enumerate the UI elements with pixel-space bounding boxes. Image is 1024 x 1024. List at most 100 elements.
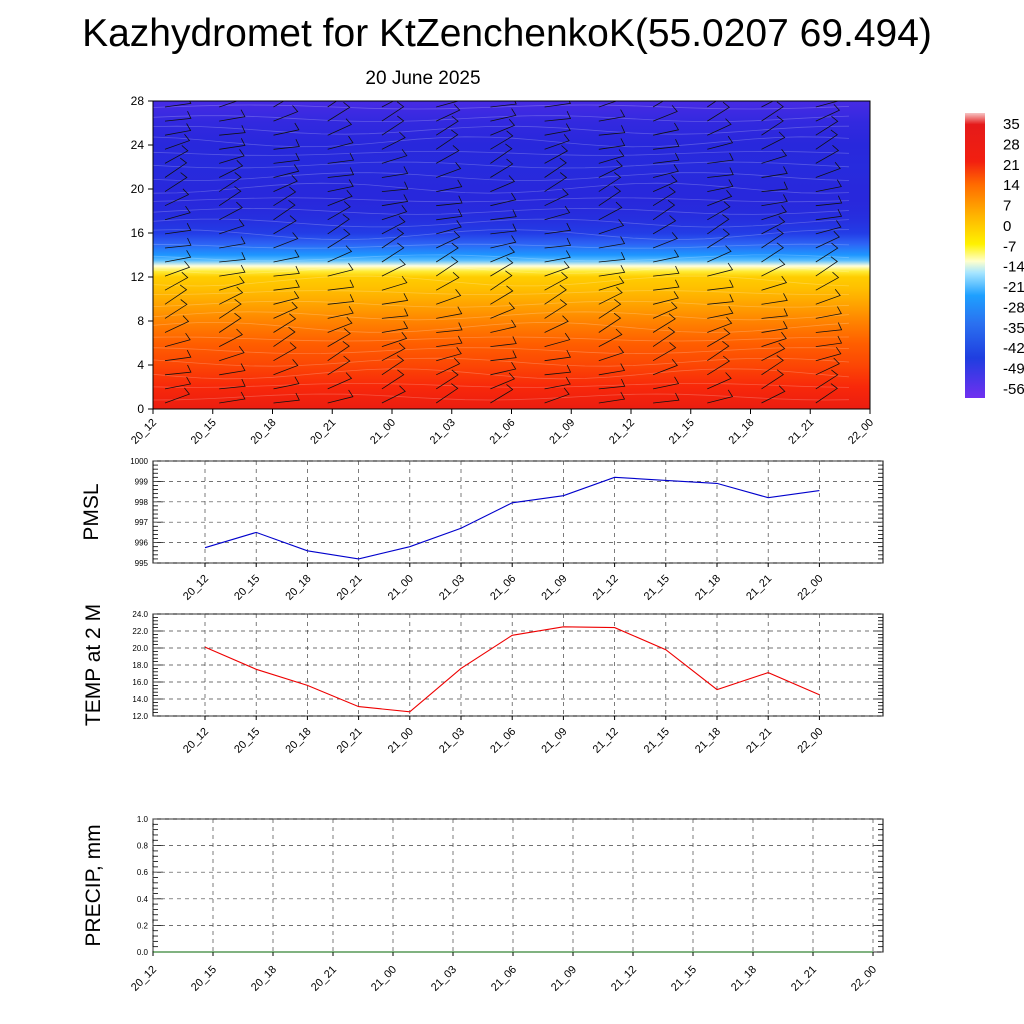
x-tick-label: 20_12 <box>181 573 211 603</box>
wind-barb <box>815 335 843 347</box>
colorbar-label: -21 <box>1003 279 1024 296</box>
wind-barb <box>707 228 730 249</box>
wind-barb <box>436 104 461 122</box>
wind-barb <box>219 125 246 136</box>
wind-barb <box>381 331 408 347</box>
wind-barb <box>381 181 409 192</box>
wind-barb <box>164 315 190 333</box>
x-tick-label: 20_21 <box>309 964 339 994</box>
x-tick-label: 20_15 <box>232 726 262 756</box>
wind-barb <box>218 172 242 192</box>
x-tick-label: 21_12 <box>609 964 639 994</box>
contour-line <box>153 264 850 274</box>
wind-barb <box>707 316 733 333</box>
plot-frame <box>152 613 884 717</box>
x-tick-label: 20_15 <box>232 573 262 603</box>
wind-barb <box>273 301 298 319</box>
wind-barb <box>436 145 460 164</box>
wind-barb <box>761 331 787 347</box>
wind-barb <box>598 252 626 263</box>
x-tick-label: 21_12 <box>591 726 621 756</box>
y-axis-label: PMSL <box>80 483 103 540</box>
contour-lines <box>153 104 850 401</box>
y-tick-label: 996 <box>135 539 149 548</box>
contour-line <box>153 347 850 355</box>
wind-barb <box>273 101 285 108</box>
x-tick-label: 21_00 <box>369 964 399 994</box>
wind-barb <box>653 392 680 404</box>
wind-barb <box>761 242 784 263</box>
wind-barb <box>435 129 459 150</box>
wind-barb <box>815 288 841 305</box>
y-tick-label: 20.0 <box>132 644 148 653</box>
colorbar-label: 28 <box>1003 136 1020 153</box>
wind-barb <box>598 149 625 164</box>
wind-barb <box>436 272 460 291</box>
wind-barb <box>164 123 192 136</box>
x-tick-label: 21_12 <box>607 417 637 447</box>
wind-barb <box>381 131 406 150</box>
wind-barb <box>869 275 870 277</box>
wind-barb <box>164 205 191 221</box>
wind-barb <box>164 134 191 150</box>
wind-barb <box>815 115 839 136</box>
y-tick-label: 14.0 <box>132 695 148 704</box>
wind-barb <box>490 257 514 277</box>
wind-barb <box>761 131 786 150</box>
wind-barb <box>707 167 734 178</box>
wind-barb <box>869 233 870 234</box>
x-tick-label: 20_12 <box>129 964 159 994</box>
wind-barb <box>490 108 517 122</box>
wind-barb <box>869 360 870 361</box>
wind-barb <box>381 228 405 249</box>
wind-barb <box>544 250 571 263</box>
y-tick-label: 24.0 <box>132 610 148 619</box>
y-tick-label: 999 <box>135 477 149 486</box>
wind-barb <box>544 349 572 362</box>
wind-barb <box>544 188 569 207</box>
wind-barb <box>381 308 409 319</box>
wind-barb <box>653 152 680 164</box>
colorbar-label: 35 <box>1003 116 1020 133</box>
wind-barb <box>815 346 842 362</box>
wind-barb <box>761 166 788 178</box>
x-tick-label: 20_18 <box>249 964 279 994</box>
wind-barb <box>544 332 571 347</box>
wind-barb <box>707 372 732 390</box>
y-tick-label: 1.0 <box>137 815 149 824</box>
wind-barb <box>273 290 300 305</box>
contour-line <box>153 322 850 333</box>
wind-barb <box>273 249 300 263</box>
wind-barb <box>273 105 299 122</box>
wind-barb <box>436 220 462 235</box>
wind-barb <box>544 205 571 221</box>
wind-barb <box>707 201 731 221</box>
x-tick-label: 22_00 <box>795 573 825 603</box>
wind-barb <box>869 374 870 375</box>
contour-line <box>153 357 850 367</box>
contour-line <box>153 393 850 401</box>
wind-barb <box>544 376 571 390</box>
wind-barb <box>761 216 786 235</box>
wind-barb <box>815 271 840 291</box>
wind-barb <box>490 384 514 404</box>
x-tick-label: 20_15 <box>189 417 219 447</box>
contour-line <box>153 136 850 148</box>
wind-barb <box>164 237 192 249</box>
wind-barb <box>327 101 351 122</box>
x-tick-label: 20_21 <box>308 417 338 447</box>
wind-barb <box>219 160 244 178</box>
x-tick-label: 20_18 <box>283 573 313 603</box>
wind-barb <box>164 271 189 291</box>
wind-barb <box>653 249 680 263</box>
x-tick-label: 21_00 <box>386 726 416 756</box>
wind-barb <box>653 164 679 178</box>
x-tick-label: 21_09 <box>547 417 577 447</box>
wind-barb <box>652 326 676 347</box>
wind-barb <box>327 279 355 291</box>
wind-barb <box>761 115 784 136</box>
wind-barb <box>598 312 622 333</box>
wind-barb <box>598 138 626 150</box>
y-tick-label: 998 <box>135 498 149 507</box>
wind-barb <box>707 152 734 164</box>
